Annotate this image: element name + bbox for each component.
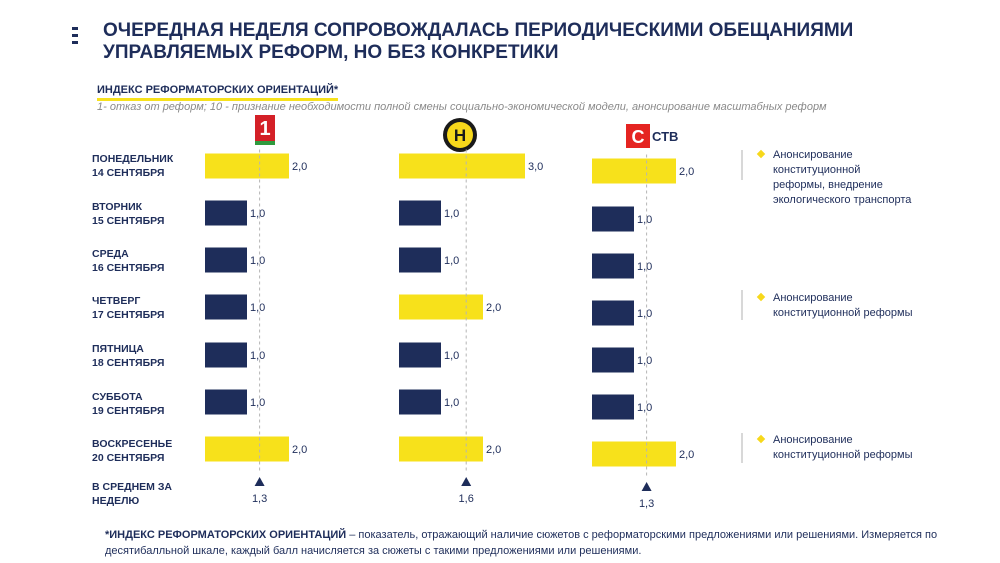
day-label: ПЯТНИЦА 18 СЕНТЯБРЯ <box>92 343 165 369</box>
footnote: *ИНДЕКС РЕФОРМАТОРСКИХ ОРИЕНТАЦИЙ – пока… <box>105 529 938 557</box>
ont-logo-letter: Н <box>454 126 466 145</box>
chart-subtitle: ИНДЕКС РЕФОРМАТОРСКИХ ОРИЕНТАЦИЙ* <box>97 84 339 101</box>
day-label: СРЕДА 16 СЕНТЯБРЯ <box>92 248 165 274</box>
ctv-logo: С СТВ <box>626 124 678 148</box>
bar-value-label: 1,0 <box>444 208 459 220</box>
bar-value-label: 1,0 <box>637 402 652 414</box>
bar <box>592 158 676 184</box>
ctv-logo-badge <box>626 124 650 148</box>
channel-1-logo-number: 1 <box>259 118 270 140</box>
bar <box>205 342 247 368</box>
day-label: ЧЕТВЕРГ 17 СЕНТЯБРЯ <box>92 295 165 321</box>
bar-value-label: 1,0 <box>250 255 265 267</box>
bar <box>399 200 441 226</box>
bar-value-label: 1,0 <box>444 397 459 409</box>
average-value-label: 1,6 <box>459 493 474 505</box>
bar-value-label: 2,0 <box>679 166 694 178</box>
bar-value-label: 1,0 <box>637 261 652 273</box>
bar-value-label: 2,0 <box>486 444 501 456</box>
bar-value-label: 1,0 <box>250 208 265 220</box>
bar-value-label: 3,0 <box>528 161 543 173</box>
bar <box>205 200 247 226</box>
bar <box>205 389 247 415</box>
bar-value-label: 1,0 <box>250 350 265 362</box>
bar <box>399 436 483 462</box>
bar <box>205 247 247 273</box>
bar-value-label: 2,0 <box>292 444 307 456</box>
bar-value-label: 1,0 <box>250 302 265 314</box>
bar <box>399 389 441 415</box>
bar-value-label: 1,0 <box>444 350 459 362</box>
bar-value-label: 2,0 <box>486 302 501 314</box>
average-value-label: 1,3 <box>639 498 654 510</box>
channel-1-logo-badge <box>255 115 275 141</box>
bar-value-label: 2,0 <box>679 449 694 461</box>
average-marker <box>641 482 652 491</box>
bar-value-label: 1,0 <box>637 355 652 367</box>
bar <box>205 436 289 462</box>
average-marker <box>254 477 265 486</box>
channel-1-logo: 1 <box>255 115 275 145</box>
average-marker <box>461 477 472 486</box>
page-title: ОЧЕРЕДНАЯ НЕДЕЛЯ СОПРОВОЖДАЛАСЬ ПЕРИОДИЧ… <box>103 20 854 63</box>
bar-value-label: 1,0 <box>637 214 652 226</box>
ont-logo-inner <box>447 122 473 148</box>
bar <box>399 153 525 179</box>
bar <box>399 247 441 273</box>
ctv-logo-letter: С <box>632 127 645 147</box>
bar-value-label: 1,0 <box>250 397 265 409</box>
scale-note: 1- отказ от реформ; 10 - признание необх… <box>97 101 827 113</box>
channel-1-logo-strip <box>255 141 275 145</box>
bar <box>592 300 634 326</box>
day-label: СУББОТА 19 СЕНТЯБРЯ <box>92 391 165 417</box>
day-label: ВОСКРЕСЕНЬЕ 20 СЕНТЯБРЯ <box>92 438 173 464</box>
bar <box>592 394 634 420</box>
bar-value-label: 2,0 <box>292 161 307 173</box>
average-value-label: 1,3 <box>252 493 267 505</box>
day-label: ВТОРНИК 15 СЕНТЯБРЯ <box>92 201 165 227</box>
bar <box>592 347 634 373</box>
day-label: ПОНЕДЕЛЬНИК 14 СЕНТЯБРЯ <box>92 153 174 179</box>
bar <box>592 253 634 279</box>
bar <box>205 153 289 179</box>
bar-value-label: 1,0 <box>637 308 652 320</box>
average-label: В СРЕДНЕМ ЗА НЕДЕЛЮ <box>92 481 172 507</box>
bar-value-label: 1,0 <box>444 255 459 267</box>
bar <box>399 342 441 368</box>
bar <box>205 294 247 320</box>
bar <box>592 206 634 232</box>
menu-icon <box>72 27 78 48</box>
bar <box>592 441 676 467</box>
bar <box>399 294 483 320</box>
ont-logo: Н <box>443 118 477 152</box>
ctv-logo-text: СТВ <box>652 129 678 144</box>
